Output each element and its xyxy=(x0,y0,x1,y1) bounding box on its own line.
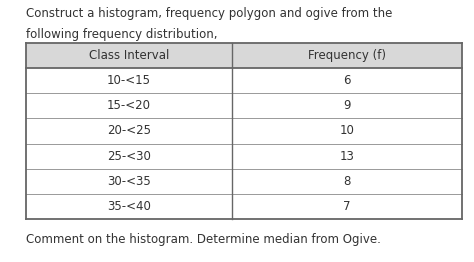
Bar xyxy=(26,43,462,68)
Text: 10-<15: 10-<15 xyxy=(107,74,151,87)
Text: 9: 9 xyxy=(344,99,351,112)
Text: 30-<35: 30-<35 xyxy=(107,175,151,188)
Text: Class Interval: Class Interval xyxy=(89,49,169,62)
Text: 8: 8 xyxy=(344,175,351,188)
Text: Construct a histogram, frequency polygon and ogive from the: Construct a histogram, frequency polygon… xyxy=(26,7,392,20)
Text: 15-<20: 15-<20 xyxy=(107,99,151,112)
Text: following frequency distribution,: following frequency distribution, xyxy=(26,28,218,41)
Text: 7: 7 xyxy=(344,200,351,213)
Text: 25-<30: 25-<30 xyxy=(107,150,151,163)
Text: 13: 13 xyxy=(340,150,355,163)
Text: Comment on the histogram. Determine median from Ogive.: Comment on the histogram. Determine medi… xyxy=(26,233,381,246)
Text: 35-<40: 35-<40 xyxy=(107,200,151,213)
Text: 20-<25: 20-<25 xyxy=(107,124,151,138)
Text: 10: 10 xyxy=(340,124,355,138)
Text: 6: 6 xyxy=(344,74,351,87)
Text: Frequency (f): Frequency (f) xyxy=(308,49,386,62)
